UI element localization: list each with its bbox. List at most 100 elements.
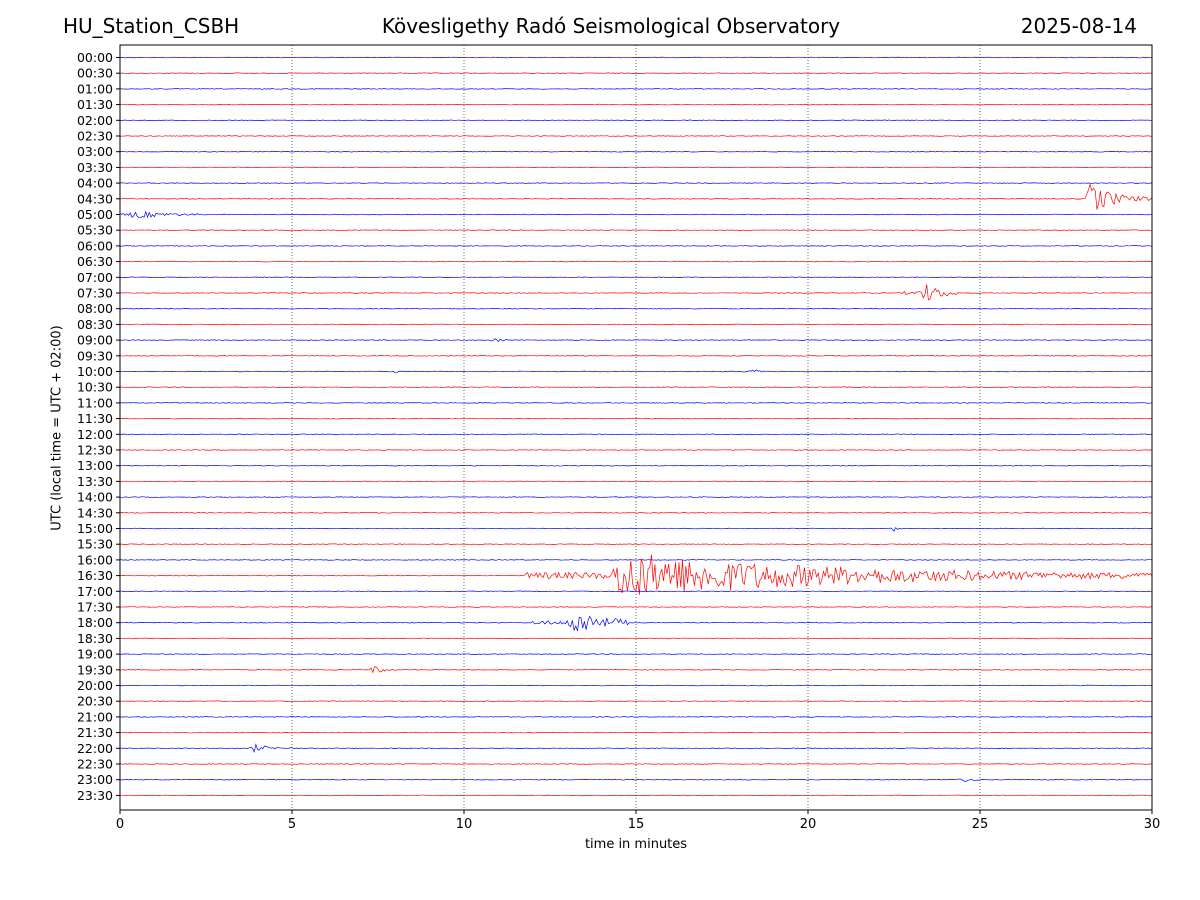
grid-lines — [291, 45, 981, 810]
trace-1600 — [119, 559, 1153, 561]
plot-frame — [119, 44, 1153, 811]
trace-0600 — [119, 245, 1153, 247]
trace-0130 — [119, 103, 1153, 106]
trace-1200 — [119, 433, 1153, 436]
y-tick-label: 06:00 — [77, 238, 113, 253]
y-tick-label: 09:30 — [77, 348, 113, 363]
trace-2030 — [119, 700, 1153, 702]
traces — [119, 56, 1153, 797]
trace-2100 — [119, 716, 1153, 718]
y-tick-label: 14:30 — [77, 505, 113, 520]
trace-1500 — [119, 526, 1153, 532]
y-tick-label: 09:00 — [77, 333, 113, 348]
trace-0900 — [119, 338, 1153, 342]
trace-1830 — [119, 637, 1153, 640]
trace-0630 — [119, 260, 1153, 263]
y-tick-label: 07:30 — [77, 286, 113, 301]
trace-1630 — [119, 554, 1153, 595]
trace-0000 — [119, 56, 1153, 59]
y-tick-label: 20:30 — [77, 694, 113, 709]
trace-0400 — [119, 182, 1153, 184]
trace-1900 — [119, 653, 1153, 655]
trace-2000 — [119, 684, 1153, 687]
trace-1000 — [119, 369, 1153, 374]
trace-0100 — [119, 88, 1153, 90]
y-tick-label: 22:00 — [77, 741, 113, 756]
trace-1430 — [119, 512, 1153, 514]
trace-1330 — [119, 480, 1153, 483]
y-tick-label: 18:30 — [77, 631, 113, 646]
y-tick-label: 17:30 — [77, 600, 113, 615]
y-tick-label: 02:00 — [77, 113, 113, 128]
y-tick-label: 16:00 — [77, 552, 113, 567]
y-tick-label: 19:00 — [77, 647, 113, 662]
y-tick-label: 08:30 — [77, 317, 113, 332]
y-tick-label: 13:00 — [77, 458, 113, 473]
y-tick-label: 08:00 — [77, 301, 113, 316]
trace-0430 — [119, 183, 1153, 210]
trace-1800 — [120, 615, 1153, 632]
y-tick-label: 22:30 — [77, 757, 113, 772]
y-tick-label: 23:00 — [77, 772, 113, 787]
trace-0200 — [119, 119, 1153, 122]
y-tick-label: 12:00 — [77, 427, 113, 442]
y-tick-label: 01:00 — [77, 81, 113, 96]
trace-0530 — [119, 229, 1153, 231]
trace-1930 — [119, 666, 1153, 674]
y-tick-label: 19:30 — [77, 662, 113, 677]
y-tick-label: 15:30 — [77, 537, 113, 552]
x-tick-label: 25 — [972, 817, 989, 832]
y-tick-label: 04:00 — [77, 176, 113, 191]
x-tick-label: 5 — [288, 817, 296, 832]
trace-1030 — [119, 386, 1153, 388]
trace-0700 — [119, 276, 1153, 279]
x-tick-label: 15 — [628, 817, 645, 832]
y-tick-label: 10:30 — [77, 380, 113, 395]
y-tick-label: 14:00 — [77, 490, 113, 505]
y-tick-label: 11:30 — [77, 411, 113, 426]
y-tick-label: 05:30 — [77, 223, 113, 238]
trace-0230 — [119, 135, 1153, 137]
y-tick-label: 13:30 — [77, 474, 113, 489]
trace-0330 — [119, 166, 1153, 169]
y-tick-label: 05:00 — [77, 207, 113, 222]
trace-2200 — [119, 743, 1153, 754]
y-tick-label: 00:30 — [77, 66, 113, 81]
y-tick-label: 21:30 — [77, 725, 113, 740]
y-tick-label: 04:30 — [77, 191, 113, 206]
trace-1100 — [119, 402, 1153, 404]
y-tick-label: 01:30 — [77, 97, 113, 112]
station-name: HU_Station_CSBH — [63, 14, 240, 38]
x-tick-label: 20 — [800, 817, 817, 832]
y-tick-label: 18:00 — [77, 615, 113, 630]
trace-0730 — [119, 284, 1153, 301]
y-tick-label: 21:00 — [77, 709, 113, 724]
y-tick-label: 23:30 — [77, 788, 113, 803]
y-tick-label: 15:00 — [77, 521, 113, 536]
y-tick-label: 10:00 — [77, 364, 113, 379]
trace-0500 — [119, 210, 1153, 219]
trace-1530 — [119, 543, 1153, 545]
y-tick-label: 07:00 — [77, 270, 113, 285]
trace-2130 — [119, 731, 1153, 734]
x-tick-labels: 0 5 10 15 20 25 30 — [116, 810, 1160, 832]
y-tick-labels: 00:0000:3001:0001:3002:0002:3003:0003:30… — [77, 50, 120, 803]
y-tick-label: 11:00 — [77, 395, 113, 410]
chart-title: Kövesligethy Radó Seismological Observat… — [381, 14, 841, 38]
trace-1400 — [119, 496, 1153, 498]
trace-1300 — [119, 464, 1153, 467]
y-tick-label: 03:30 — [77, 160, 113, 175]
y-tick-label: 17:00 — [77, 584, 113, 599]
x-axis-label: time in minutes — [584, 837, 688, 852]
y-tick-label: 20:00 — [77, 678, 113, 693]
trace-0800 — [119, 307, 1153, 310]
x-tick-label: 10 — [456, 817, 473, 832]
trace-2230 — [119, 763, 1153, 765]
y-tick-label: 06:30 — [77, 254, 113, 269]
trace-2330 — [119, 794, 1153, 797]
y-tick-label: 02:30 — [77, 129, 113, 144]
trace-0030 — [119, 72, 1153, 74]
trace-2300 — [119, 778, 1153, 782]
trace-1130 — [119, 417, 1153, 420]
